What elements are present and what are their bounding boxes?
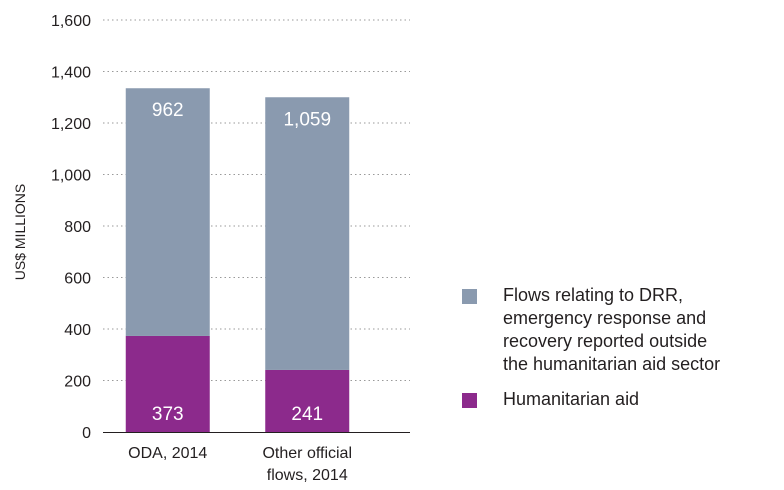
bars: 373 962 241 1,059 bbox=[125, 88, 350, 432]
gridlines bbox=[103, 19, 410, 381]
y-tick-label: 800 bbox=[64, 219, 91, 236]
bar-segment bbox=[125, 335, 210, 432]
bar-segment bbox=[125, 88, 210, 336]
y-axis-ticks: 0 200 400 600 800 1,000 1,200 1,400 1,600 bbox=[51, 13, 91, 442]
x-category-label: ODA, 2014 bbox=[128, 445, 207, 462]
legend: Flows relating to DRR, emergency respons… bbox=[462, 284, 782, 423]
legend-label: Flows relating to DRR, emergency respons… bbox=[503, 285, 721, 374]
y-tick-label: 1,000 bbox=[51, 168, 91, 185]
legend-swatch bbox=[462, 289, 477, 304]
y-tick-label: 1,600 bbox=[51, 13, 91, 30]
bar-segment bbox=[265, 97, 350, 370]
x-axis-categories: ODA, 2014 Other official flows, 2014 bbox=[128, 445, 352, 484]
y-tick-label: 400 bbox=[64, 322, 91, 339]
x-category-label: Other official flows, 2014 bbox=[262, 445, 352, 484]
y-tick-label: 1,400 bbox=[51, 65, 91, 82]
bar-segment bbox=[265, 369, 350, 432]
y-tick-label: 0 bbox=[82, 425, 91, 442]
bar-value-label: 241 bbox=[291, 404, 323, 425]
legend-label: Humanitarian aid bbox=[503, 389, 640, 409]
legend-item: Flows relating to DRR, emergency respons… bbox=[462, 284, 782, 376]
y-tick-label: 600 bbox=[64, 271, 91, 288]
y-tick-label: 1,200 bbox=[51, 116, 91, 133]
bar-value-label: 1,059 bbox=[283, 109, 331, 130]
bar-value-label: 373 bbox=[152, 404, 184, 425]
legend-item: Humanitarian aid bbox=[462, 388, 782, 411]
y-axis-label: US$ MILLIONS bbox=[12, 184, 28, 280]
bar-value-label: 962 bbox=[152, 100, 184, 121]
y-tick-label: 200 bbox=[64, 374, 91, 391]
legend-swatch bbox=[462, 393, 477, 408]
